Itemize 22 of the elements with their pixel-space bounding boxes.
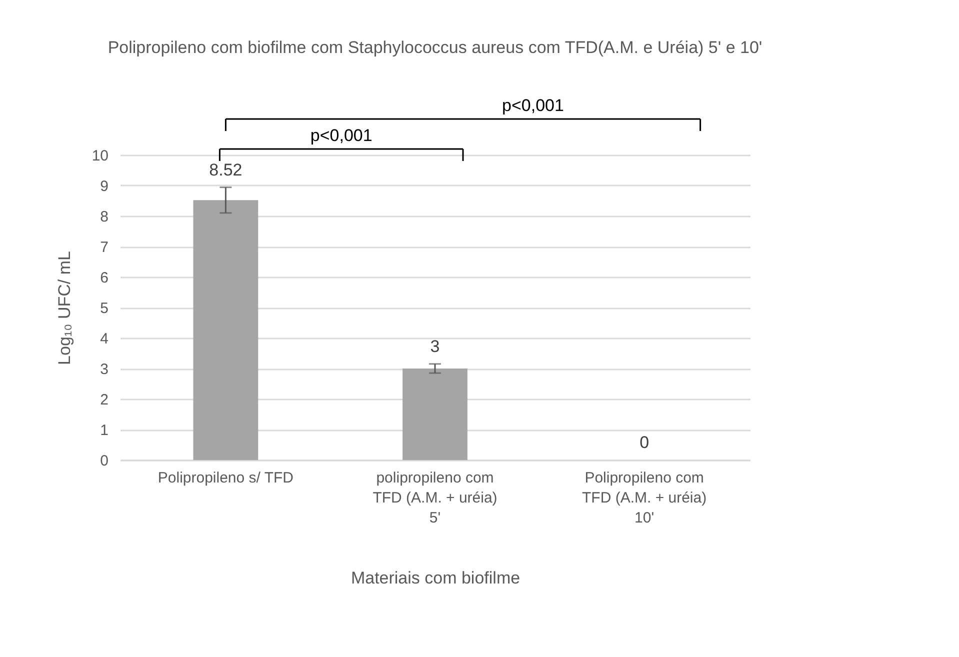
- y-tick-label: 6: [100, 270, 108, 286]
- y-tick-label: 2: [100, 392, 108, 408]
- y-tick-label: 3: [100, 361, 108, 378]
- y-tick-label: 10: [92, 148, 108, 164]
- y-tick-label: 1: [100, 422, 108, 439]
- y-tick-label: 9: [100, 178, 108, 195]
- x-tick-label: polipropileno com TFD (A.M. + uréia) 5': [372, 470, 498, 526]
- data-label: 3: [430, 336, 440, 356]
- y-tick-label: 4: [100, 330, 108, 348]
- x-tick-label: Polipropileno s/ TFD: [158, 470, 294, 486]
- data-label: 0: [640, 433, 650, 452]
- y-tick-label: 8: [100, 208, 108, 226]
- x-axis-title: Materiais com biofilme: [350, 568, 520, 588]
- chart-title: Polipropileno com biofilme com Staphylococcus aureus com TFD(A.M. e Uréia) 5' e 10': [108, 38, 762, 57]
- text: p<0,001: [502, 96, 564, 115]
- x-tick-label: Polipropileno com TFD (A.M. + uréia) 10': [582, 470, 707, 526]
- y-axis-title: Log₁₀ UFC/ mL: [54, 251, 74, 365]
- y-tick-label: 5: [100, 300, 108, 317]
- y-tick-label: 7: [100, 239, 108, 256]
- text: p<0,001: [310, 126, 372, 145]
- y-tick-label: 0: [100, 452, 108, 470]
- data-label: 8.52: [209, 160, 242, 180]
